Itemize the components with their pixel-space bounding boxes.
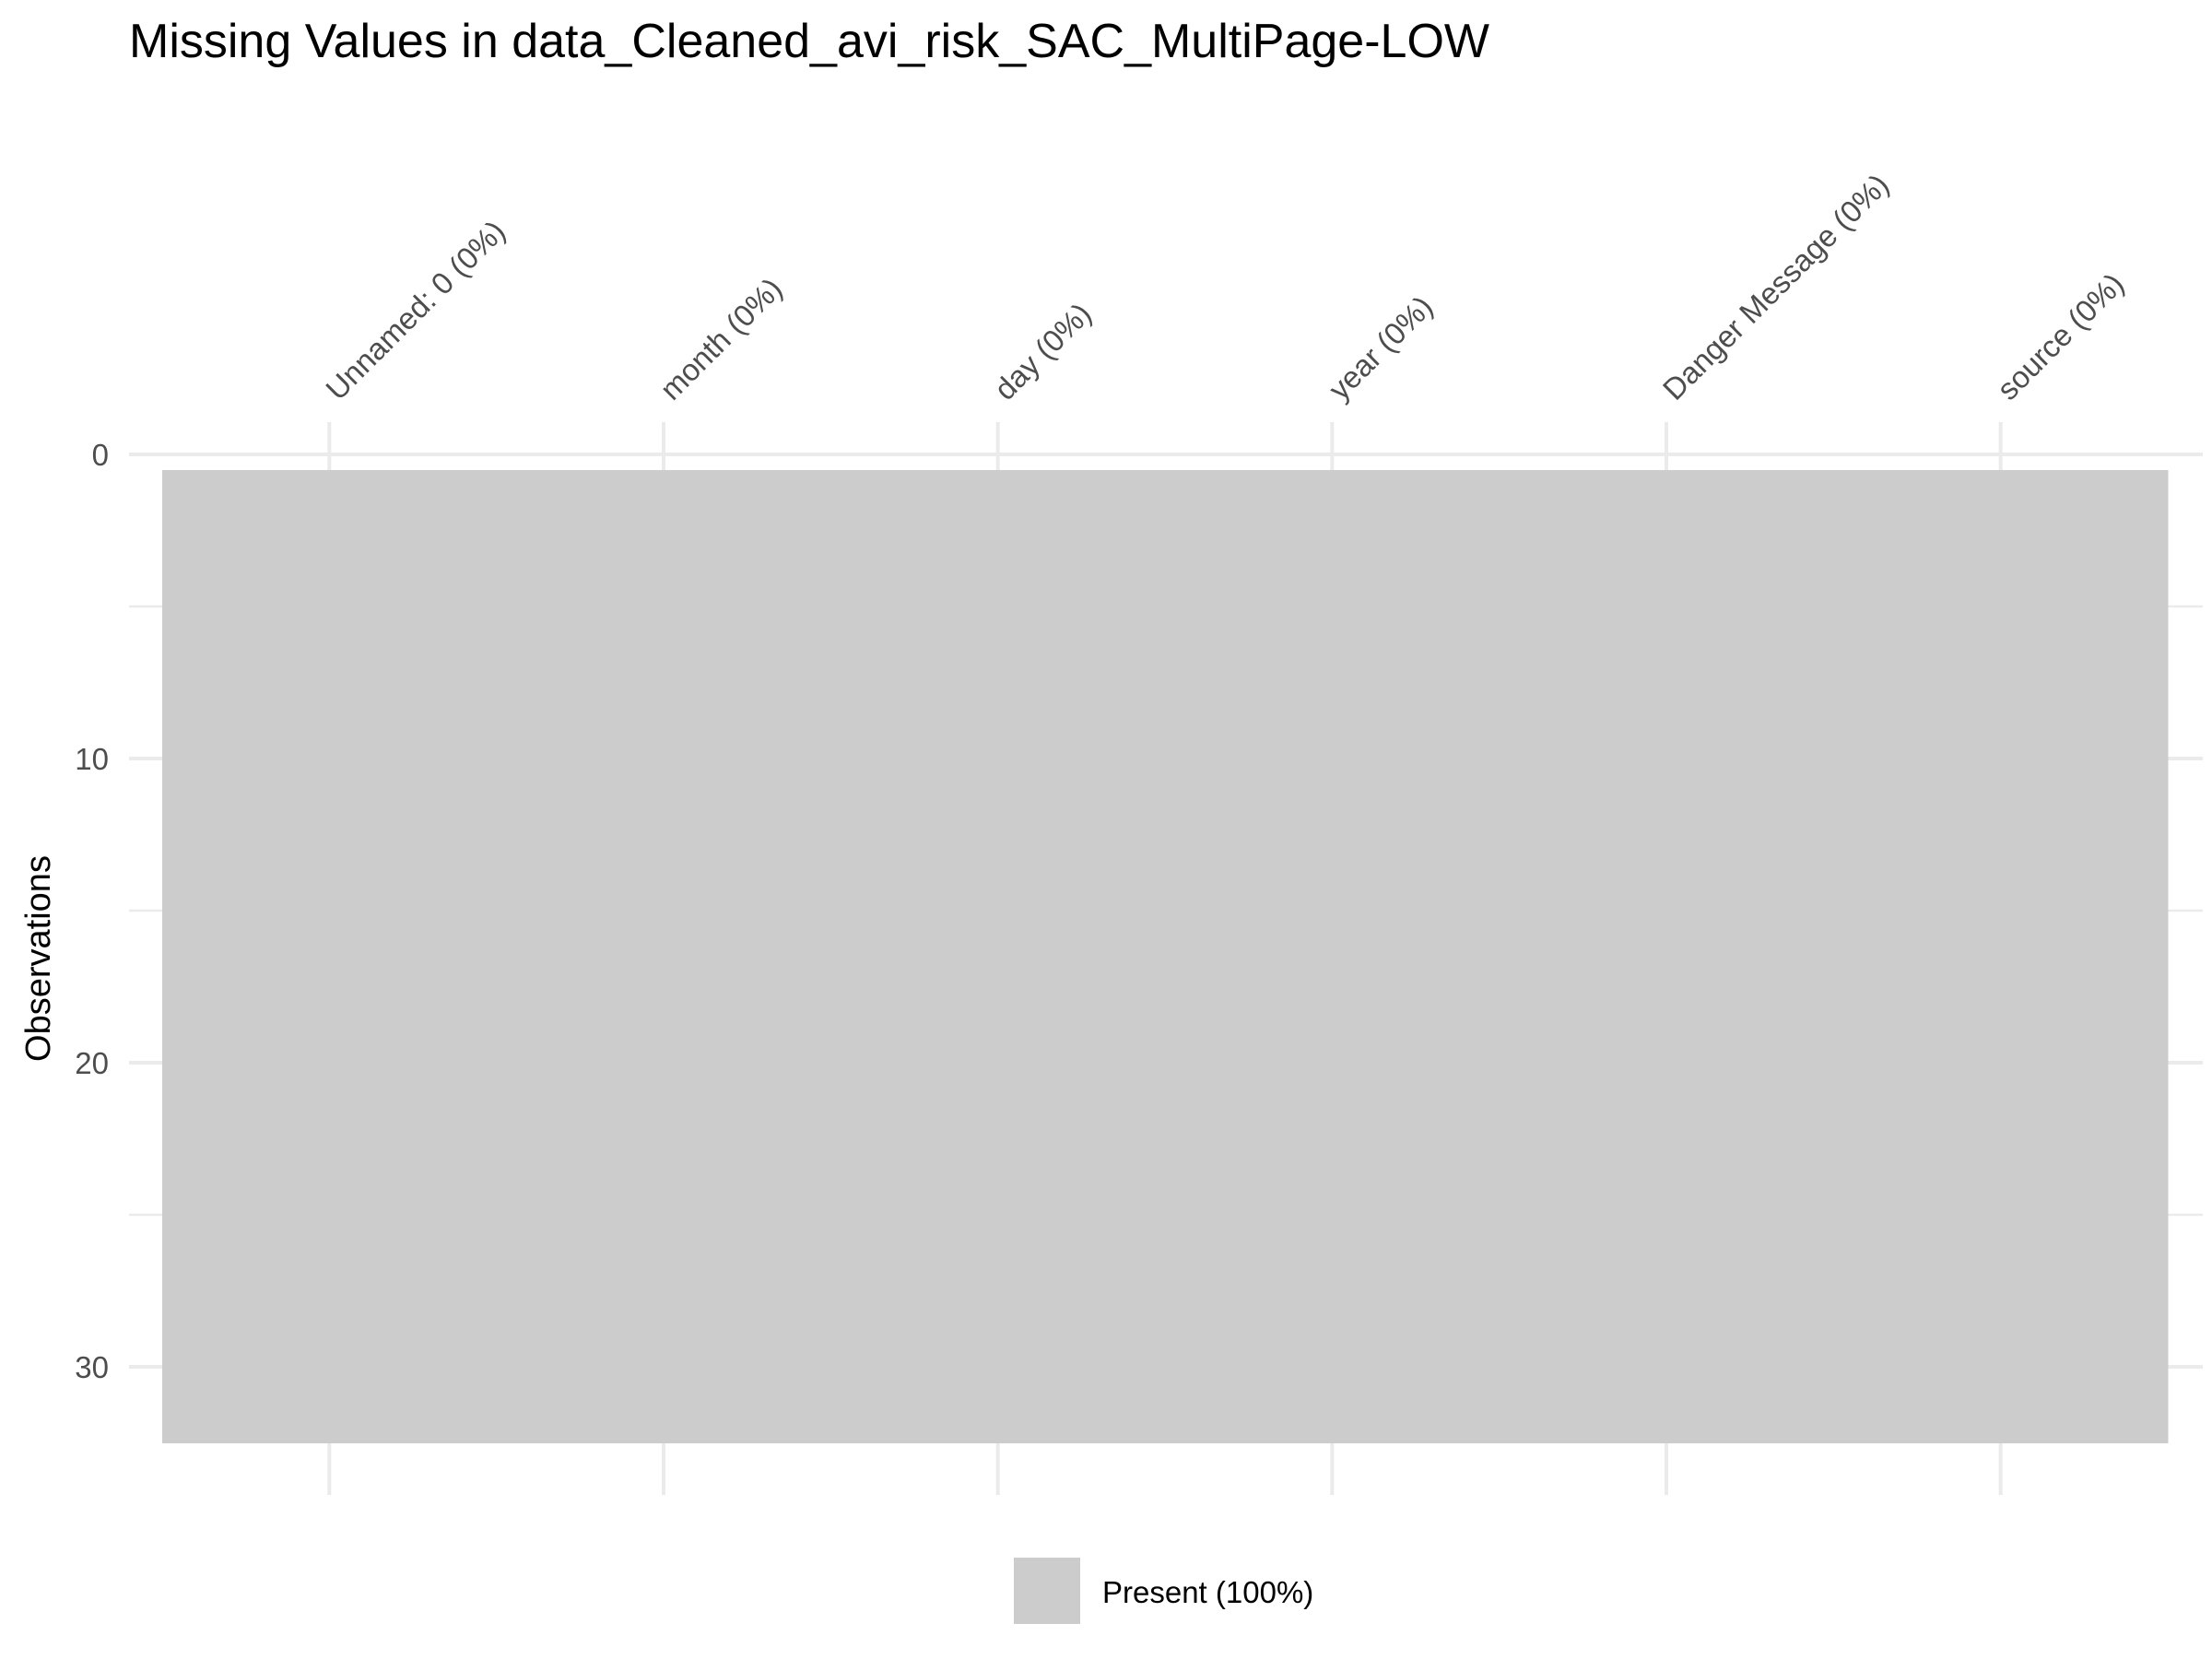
present-cells-column bbox=[1833, 470, 2169, 1443]
y-tick-label: 30 bbox=[75, 1350, 109, 1384]
legend-swatch-present bbox=[1014, 1558, 1080, 1624]
column-label: month (0%) bbox=[653, 271, 789, 406]
column-label: Danger Message (0%) bbox=[1656, 167, 1896, 406]
y-tick-labels: 0 10 20 30 bbox=[75, 438, 109, 1384]
legend-label-present: Present (100%) bbox=[1102, 1575, 1313, 1609]
present-cells-column bbox=[1499, 470, 1834, 1443]
present-cells-column bbox=[1165, 470, 1500, 1443]
column-label: year (0%) bbox=[1322, 289, 1439, 406]
present-cells-column bbox=[830, 470, 1166, 1443]
legend: Present (100%) bbox=[1014, 1558, 1313, 1624]
column-label: Unnamed: 0 (0%) bbox=[319, 214, 512, 406]
column-labels: Unnamed: 0 (0%) month (0%) day (0%) year (0… bbox=[319, 167, 2130, 406]
column-label: source (0%) bbox=[1990, 266, 2130, 406]
cells-layer bbox=[162, 470, 2169, 1443]
chart-title: Missing Values in data_Cleaned_avi_risk_… bbox=[129, 15, 1489, 68]
y-tick-label: 0 bbox=[92, 438, 109, 472]
present-cells-column bbox=[496, 470, 831, 1443]
y-axis-label: Observations bbox=[19, 855, 58, 1062]
y-tick-label: 10 bbox=[75, 742, 109, 776]
present-cells-column bbox=[162, 470, 498, 1443]
y-tick-label: 20 bbox=[75, 1046, 109, 1080]
column-label: day (0%) bbox=[987, 296, 1098, 406]
